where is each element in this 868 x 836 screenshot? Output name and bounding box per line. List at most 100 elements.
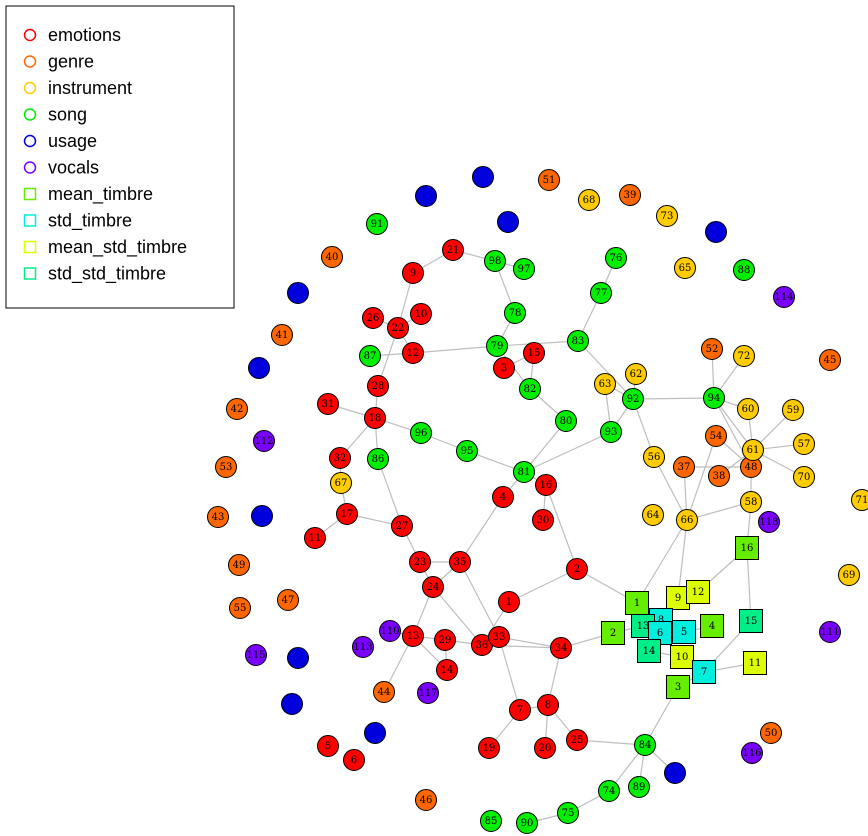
circle-node-49: 49 (228, 554, 250, 576)
legend-item-vocals: vocals (23, 158, 99, 178)
circle-node-58: 58 (740, 491, 762, 513)
circle-node-u2 (472, 166, 494, 188)
node-label: 2 (610, 628, 616, 639)
edge (523, 420, 567, 473)
node-label: 78 (509, 308, 522, 319)
legend-item-std-std-timbre: std_std_timbre (23, 264, 166, 285)
node-label: 25 (571, 735, 584, 746)
node-shape (733, 345, 755, 367)
circle-node-16: 16 (535, 474, 557, 496)
circle-node-114: 114 (773, 286, 795, 308)
circle-node-67: 67 (330, 472, 352, 494)
circle-node-111: 111 (819, 621, 841, 643)
circle-node-56: 56 (643, 446, 665, 468)
node-shape (628, 776, 650, 798)
circle-node-12: 12 (402, 342, 424, 364)
node-shape (409, 551, 431, 573)
node-label: 59 (787, 405, 800, 416)
legend-label: mean_timbre (48, 184, 153, 205)
node-shape (207, 506, 229, 528)
node-shape (287, 282, 309, 304)
square-node-15: 15 (739, 609, 763, 633)
legend-circle-marker (23, 108, 37, 121)
node-label: 33 (493, 632, 506, 643)
circle-node-98: 98 (484, 250, 506, 272)
node-shape (402, 342, 424, 364)
node-label: 77 (595, 288, 608, 299)
node-shape (519, 378, 541, 400)
node-label: 9 (410, 268, 416, 279)
node-shape (692, 660, 716, 684)
edge (498, 636, 521, 711)
node-shape (251, 505, 273, 527)
circle-node-47: 47 (277, 589, 299, 611)
node-shape (534, 737, 556, 759)
node-shape (456, 440, 478, 462)
node-shape (741, 742, 763, 764)
node-shape (509, 699, 531, 721)
node-label: 47 (282, 595, 295, 606)
circle-node-50: 50 (760, 722, 782, 744)
circle-node-u1 (415, 185, 437, 207)
node-shape (379, 620, 401, 642)
node-shape (410, 303, 432, 325)
circle-node-1: 1 (498, 591, 520, 613)
node-label: 4 (709, 621, 715, 632)
circle-node-3: 3 (493, 357, 515, 379)
node-label: 16 (741, 543, 754, 554)
node-shape (364, 407, 386, 429)
circle-node-85: 85 (480, 810, 502, 832)
circle-node-73: 73 (656, 205, 678, 227)
legend-label: instrument (48, 78, 132, 98)
circle-node-17: 17 (336, 503, 358, 525)
node-label: 38 (713, 471, 726, 482)
node-shape (666, 675, 690, 699)
legend-label: genre (48, 52, 94, 72)
circle-node-59: 59 (782, 399, 804, 421)
node-label: 88 (738, 265, 751, 276)
circle-node-79: 79 (486, 335, 508, 357)
circle-node-13: 13 (402, 625, 424, 647)
square-node-6: 6 (648, 621, 672, 645)
circle-node-52: 52 (701, 338, 723, 360)
node-label: 1 (634, 598, 640, 609)
circle-node-69: 69 (838, 564, 860, 586)
node-shape (513, 461, 535, 483)
node-label: 54 (710, 431, 723, 442)
node-label: 30 (537, 515, 550, 526)
circle-node-113: 113 (352, 636, 374, 658)
node-shape (742, 439, 764, 461)
node-label: 63 (599, 379, 612, 390)
circle-node-u8 (287, 647, 309, 669)
circle-node-55: 55 (229, 597, 251, 619)
node-label: 11 (309, 533, 322, 544)
node-label: 95 (461, 446, 474, 457)
legend-square-marker (23, 214, 37, 227)
circle-node-92: 92 (622, 388, 644, 410)
node-label: 37 (678, 462, 691, 473)
node-shape (851, 489, 868, 511)
node-shape (625, 363, 647, 385)
node-shape (504, 302, 526, 324)
square-node-7: 7 (692, 660, 716, 684)
node-shape (410, 422, 432, 444)
node-shape (422, 576, 444, 598)
node-shape (373, 681, 395, 703)
node-shape (277, 589, 299, 611)
circle-node-44: 44 (373, 681, 395, 703)
node-shape (701, 338, 723, 360)
legend-label: emotions (48, 25, 121, 45)
circle-node-u6 (248, 357, 270, 379)
node-label: 24 (427, 582, 440, 593)
node-shape (478, 737, 500, 759)
node-shape (387, 317, 409, 339)
node-label: 49 (233, 560, 246, 571)
node-shape (436, 659, 458, 681)
node-shape (656, 205, 678, 227)
node-shape (304, 527, 326, 549)
node-shape (782, 399, 804, 421)
legend-label: usage (48, 131, 97, 151)
circle-node-116: 116 (741, 742, 763, 764)
node-label: 9 (675, 593, 681, 604)
circle-node-60: 60 (737, 398, 759, 420)
